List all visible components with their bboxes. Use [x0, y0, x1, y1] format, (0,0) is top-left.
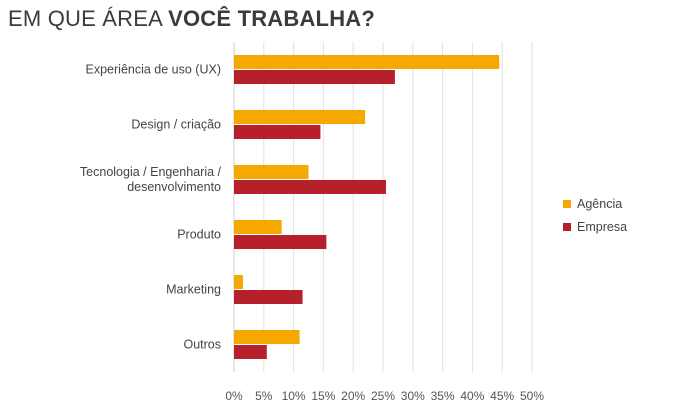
bar-agencia [234, 220, 282, 234]
bar-agencia [234, 275, 243, 289]
chart-title-bold: VOCÊ TRABALHA? [168, 6, 376, 31]
x-tick-label: 0% [225, 389, 243, 403]
bar-empresa [234, 345, 267, 359]
x-tick-label: 30% [401, 389, 425, 403]
bar-agencia [234, 165, 309, 179]
legend-label: Agência [577, 197, 622, 211]
category-label: Produto [177, 228, 221, 242]
chart-title-light: EM QUE ÁREA [8, 6, 169, 31]
x-tick-label: 25% [371, 389, 395, 403]
category-label: Design / criação [131, 118, 221, 132]
x-tick-label: 20% [341, 389, 365, 403]
x-tick-label: 15% [311, 389, 335, 403]
x-tick-label: 35% [431, 389, 455, 403]
x-tick-label: 5% [255, 389, 273, 403]
x-tick-label: 45% [490, 389, 514, 403]
category-label: Marketing [166, 283, 221, 297]
bar-empresa [234, 70, 395, 84]
x-tick-label: 50% [520, 389, 544, 403]
x-tick-labels: 0% 5% 10% 15% 20% 25% 30% 35% 40% 45% 50% [225, 389, 544, 403]
chart-title: EM QUE ÁREA VOCÊ TRABALHA? [8, 6, 375, 32]
legend-swatch [563, 223, 571, 231]
category-label: Tecnologia / Engenharia / desenvolvimento [80, 165, 222, 194]
gridlines [233, 42, 533, 372]
legend-label: Empresa [577, 220, 627, 234]
bar-empresa [234, 180, 386, 194]
legend: Agência Empresa [563, 197, 627, 234]
bar-agencia [234, 110, 366, 124]
category-label: Outros [183, 338, 221, 352]
bar-empresa [234, 125, 321, 139]
bar-agencia [234, 55, 500, 69]
bar-empresa [234, 235, 327, 249]
x-tick-label: 10% [282, 389, 306, 403]
legend-swatch [563, 200, 571, 208]
bar-empresa [234, 290, 303, 304]
bars [234, 55, 500, 359]
x-tick-label: 40% [460, 389, 484, 403]
bar-agencia [234, 330, 300, 344]
category-labels: Experiência de uso (UX) Design / criação T… [80, 63, 222, 352]
category-label: Experiência de uso (UX) [86, 63, 221, 77]
